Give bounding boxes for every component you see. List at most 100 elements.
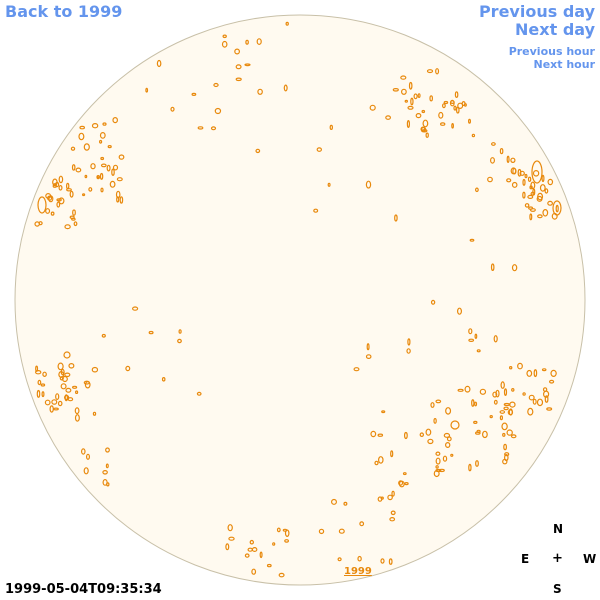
contour-mark — [374, 460, 379, 466]
contour-mark — [213, 82, 219, 88]
contour-mark — [407, 338, 411, 346]
contour-mark — [507, 409, 514, 416]
contour-mark — [519, 170, 525, 176]
contour-mark — [438, 111, 444, 119]
contour-mark — [125, 365, 131, 372]
contour-mark — [390, 510, 396, 516]
contour-mark — [369, 104, 376, 111]
contour-mark — [65, 182, 70, 190]
contour-mark — [522, 392, 526, 396]
contour-mark — [510, 167, 517, 175]
contour-mark — [380, 558, 385, 564]
contour-mark — [420, 126, 427, 132]
contour-mark — [365, 354, 372, 360]
contour-mark — [272, 542, 276, 546]
contour-mark — [532, 188, 536, 196]
contour-mark — [85, 453, 90, 460]
contour-mark — [116, 177, 123, 182]
back-to-year-link[interactable]: Back to 1999 — [5, 2, 123, 21]
contour-mark — [415, 112, 422, 119]
contour-mark — [430, 299, 436, 305]
contour-mark — [450, 453, 454, 457]
contour-mark — [446, 436, 452, 442]
contour-mark — [255, 148, 261, 154]
contour-mark — [451, 123, 455, 129]
contour-mark — [457, 307, 463, 315]
contour-mark — [476, 429, 481, 434]
contour-mark — [84, 174, 88, 179]
contour-mark — [58, 185, 63, 191]
next-day-link[interactable]: Next day — [515, 20, 595, 39]
contour-mark — [70, 146, 76, 151]
contour-mark — [256, 38, 262, 45]
contour-mark — [266, 563, 272, 568]
contour-mark — [35, 370, 42, 375]
contour-mark — [390, 450, 394, 458]
contour-mark — [522, 178, 526, 186]
contour-mark — [359, 521, 365, 527]
contour-mark — [381, 410, 386, 414]
contour-mark — [522, 191, 526, 199]
contour-mark — [61, 375, 68, 383]
contour-mark — [100, 163, 107, 168]
contour-mark — [44, 399, 51, 406]
contour-mark — [489, 415, 493, 419]
contour-mark — [107, 145, 112, 149]
compass-south: S — [553, 582, 562, 596]
magnetic-contours — [34, 21, 562, 578]
contour-mark — [370, 430, 377, 438]
contour-mark — [491, 142, 496, 146]
next-hour-link[interactable]: Next hour — [533, 58, 596, 71]
contour-mark — [499, 415, 503, 421]
contour-mark — [468, 463, 472, 472]
contour-mark — [210, 126, 217, 131]
contour-mark — [430, 402, 435, 408]
contour-mark — [71, 385, 78, 389]
contour-mark — [544, 188, 549, 194]
contour-mark — [398, 480, 405, 488]
contour-mark — [69, 190, 74, 198]
contour-mark — [461, 100, 466, 106]
contour-mark — [57, 400, 63, 407]
contour-mark — [83, 143, 90, 151]
contour-mark — [83, 380, 90, 385]
contour-mark — [517, 168, 522, 177]
disk-year-link[interactable]: 1999 — [344, 566, 372, 577]
contour-mark — [72, 209, 76, 216]
contour-mark — [404, 482, 409, 486]
contour-mark — [235, 77, 242, 82]
contour-mark — [161, 376, 166, 382]
contour-mark — [98, 139, 103, 144]
contour-mark — [493, 399, 498, 405]
contour-mark — [468, 338, 475, 342]
contour-mark — [499, 410, 506, 414]
contour-mark — [109, 180, 116, 188]
contour-mark — [502, 432, 506, 437]
contour-mark — [245, 39, 249, 45]
contour-mark — [41, 391, 45, 398]
contour-mark — [527, 176, 532, 182]
contour-mark — [377, 433, 384, 437]
contour-mark — [547, 200, 553, 206]
contour-mark — [435, 457, 441, 465]
contour-mark — [555, 204, 559, 213]
contour-mark — [442, 103, 446, 109]
contour-mark — [156, 59, 162, 68]
contour-mark — [259, 551, 263, 559]
contour-mark — [55, 393, 60, 401]
contour-mark — [247, 547, 253, 552]
contour-mark — [377, 456, 384, 464]
previous-day-link[interactable]: Previous day — [478, 2, 595, 21]
contour-loop — [37, 196, 47, 214]
compass-east: E — [521, 552, 530, 566]
contour-mark — [533, 369, 538, 378]
contour-mark — [404, 99, 408, 103]
contour-mark — [503, 388, 508, 397]
contour-mark — [506, 429, 513, 436]
contour-mark — [99, 172, 104, 180]
contour-mark — [532, 398, 537, 405]
contour-mark — [510, 434, 517, 439]
contour-mark — [99, 131, 106, 139]
previous-hour-link[interactable]: Previous hour — [508, 45, 595, 58]
contour-mark — [536, 398, 544, 407]
